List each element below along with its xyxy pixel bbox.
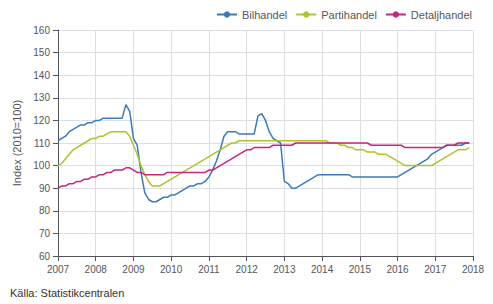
svg-text:120: 120: [33, 115, 50, 126]
svg-text:160: 160: [33, 25, 50, 36]
svg-text:80: 80: [39, 205, 51, 216]
svg-text:2015: 2015: [349, 264, 372, 275]
svg-text:2010: 2010: [160, 264, 183, 275]
svg-text:2012: 2012: [236, 264, 259, 275]
svg-text:2008: 2008: [85, 264, 108, 275]
svg-text:Index (2010=100): Index (2010=100): [11, 100, 23, 187]
svg-text:Detaljhandel: Detaljhandel: [411, 9, 472, 21]
svg-text:130: 130: [33, 92, 50, 103]
svg-text:Källa: Statistikcentralen: Källa: Statistikcentralen: [10, 287, 124, 299]
svg-text:2017: 2017: [424, 264, 447, 275]
svg-text:150: 150: [33, 47, 50, 58]
svg-text:2014: 2014: [311, 264, 334, 275]
svg-text:60: 60: [39, 251, 51, 262]
svg-text:2009: 2009: [122, 264, 145, 275]
svg-text:100: 100: [33, 160, 50, 171]
svg-text:90: 90: [39, 183, 51, 194]
svg-text:140: 140: [33, 70, 50, 81]
svg-text:70: 70: [39, 228, 51, 239]
svg-text:2016: 2016: [386, 264, 409, 275]
svg-text:2011: 2011: [198, 264, 220, 275]
svg-text:2007: 2007: [47, 264, 70, 275]
svg-text:2013: 2013: [273, 264, 296, 275]
svg-text:2018: 2018: [462, 264, 485, 275]
svg-text:110: 110: [34, 138, 50, 149]
svg-text:Bilhandel: Bilhandel: [242, 9, 287, 21]
svg-text:Partihandel: Partihandel: [321, 9, 377, 21]
